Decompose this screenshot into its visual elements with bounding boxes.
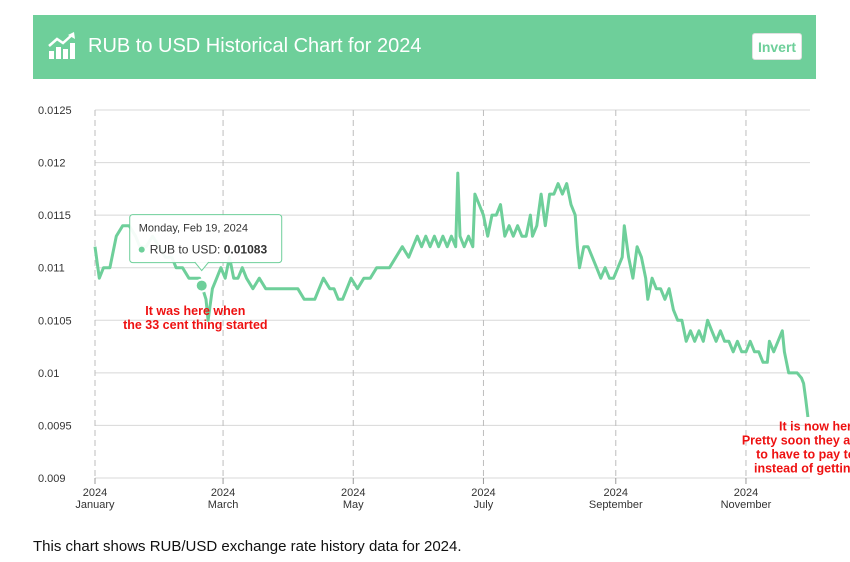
y-tick-label: 0.012 bbox=[38, 158, 66, 170]
x-tick-label: January bbox=[75, 499, 115, 511]
x-tick-label: March bbox=[208, 499, 239, 511]
tooltip-value: RUB to USD: 0.01083 bbox=[150, 243, 268, 257]
y-tick-label: 0.0095 bbox=[38, 420, 72, 432]
x-tick-label: September bbox=[589, 499, 643, 511]
y-tick-labels: 0.009 0.0095 0.01 0.0105 0.011 0.0115 0.012 0.0… bbox=[38, 105, 72, 485]
annotation-line: It is now here. bbox=[779, 420, 850, 434]
x-gridlines bbox=[94, 110, 747, 484]
annotation-line: the 33 cent thing started bbox=[123, 318, 267, 332]
y-tick-label: 0.0115 bbox=[38, 210, 71, 222]
series-line-rub-usd bbox=[93, 171, 810, 418]
annotation-line: to have to pay to post bbox=[756, 448, 850, 462]
page-title: RUB to USD Historical Chart for 2024 bbox=[88, 35, 422, 57]
y-tick-label: 0.0125 bbox=[38, 105, 72, 117]
line-chart: 0.009 0.0095 0.01 0.0105 0.011 0.0115 0.012 0.0… bbox=[38, 105, 850, 511]
annotation-line: It was here when bbox=[145, 304, 245, 318]
x-tick-label: November bbox=[721, 499, 772, 511]
x-tick-label: July bbox=[474, 499, 494, 511]
x-tick-label: 2024 bbox=[604, 487, 628, 499]
chart-growth-icon bbox=[48, 32, 75, 59]
annotation-line: instead of getting paid bbox=[754, 462, 850, 476]
tooltip-value-number: 0.01083 bbox=[224, 243, 268, 257]
x-tick-label: 2024 bbox=[471, 487, 495, 499]
x-tick-label: 2024 bbox=[734, 487, 758, 499]
x-tick-label: May bbox=[343, 499, 364, 511]
tooltip-pointer bbox=[194, 261, 210, 272]
y-tick-label: 0.011 bbox=[38, 263, 65, 275]
y-gridlines bbox=[95, 109, 810, 479]
x-tick-label: 2024 bbox=[211, 487, 235, 499]
x-tick-label: 2024 bbox=[341, 487, 365, 499]
x-tick-label: 2024 bbox=[83, 487, 107, 499]
chart-header: RUB to USD Historical Chart for 2024 Inv… bbox=[33, 15, 816, 79]
invert-button[interactable]: Invert bbox=[752, 33, 802, 60]
y-tick-label: 0.01 bbox=[38, 368, 59, 380]
tooltip-series-label: RUB to USD: bbox=[150, 243, 221, 257]
x-tick-labels: 2024January2024March2024May2024July2024S… bbox=[75, 487, 771, 511]
tooltip-series-marker bbox=[138, 246, 145, 253]
tooltip-date: Monday, Feb 19, 2024 bbox=[139, 223, 248, 235]
annotation-line: Pretty soon they are going bbox=[742, 434, 850, 448]
y-tick-label: 0.0105 bbox=[38, 315, 72, 327]
tooltip: Monday, Feb 19, 2024 RUB to USD: 0.01083 bbox=[129, 214, 283, 272]
hover-point[interactable] bbox=[194, 278, 209, 293]
y-tick-label: 0.009 bbox=[38, 473, 66, 485]
chart-caption: This chart shows RUB/USD exchange rate h… bbox=[33, 538, 462, 555]
